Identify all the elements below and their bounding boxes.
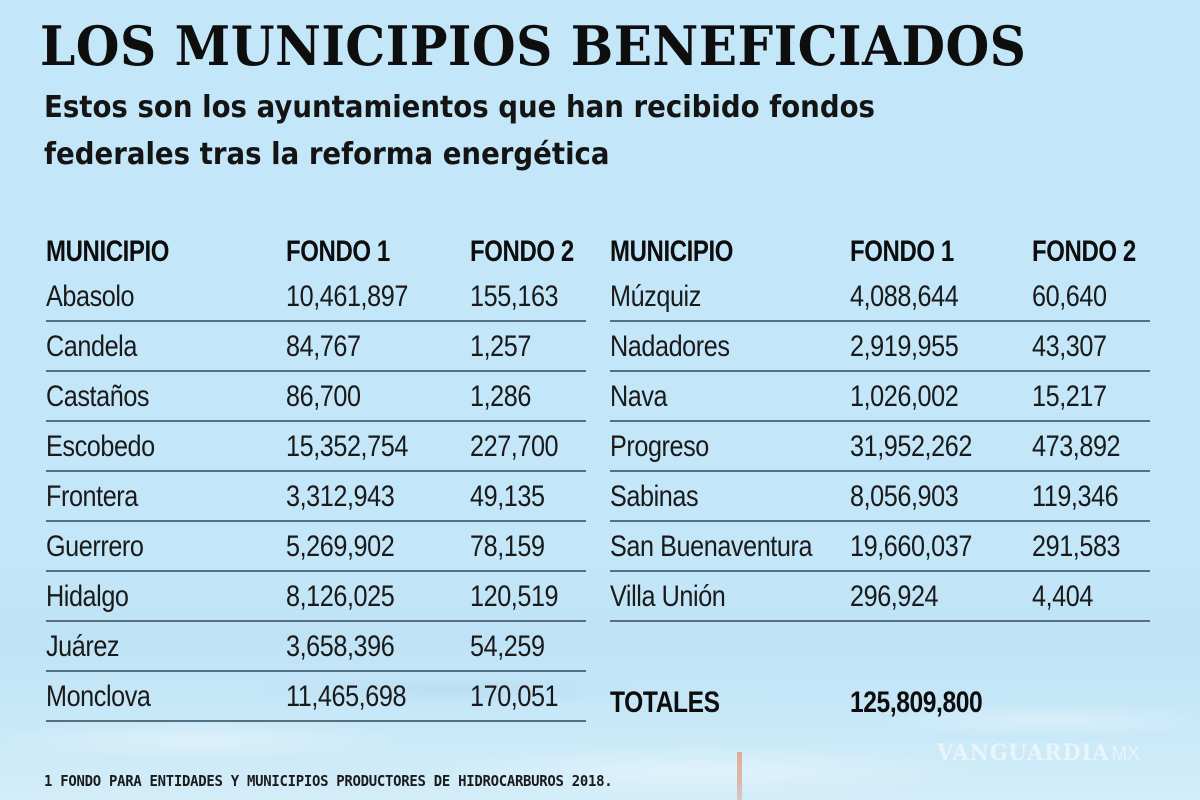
column-header-fondo2: FONDO 2 bbox=[1032, 235, 1136, 268]
municipio-name: San Buenaventura bbox=[610, 530, 813, 563]
municipio-name: Abasolo bbox=[46, 280, 135, 313]
table-row: Frontera 3,312,943 49,135 bbox=[46, 472, 586, 522]
fondo2-value: 54,259 bbox=[470, 630, 545, 663]
municipio-name: Múzquiz bbox=[610, 280, 701, 313]
fondo1-value: 11,465,698 bbox=[286, 680, 407, 713]
watermark-suffix: MX bbox=[1111, 743, 1140, 765]
fondo1-value: 3,658,396 bbox=[286, 630, 395, 663]
fondo2-value: 120,519 bbox=[470, 580, 559, 613]
fondo1-value: 3,312,943 bbox=[286, 480, 395, 513]
table-row: Abasolo 10,461,897 155,163 bbox=[46, 272, 586, 322]
totals-row: TOTALES 125,809,800 bbox=[610, 680, 1150, 730]
page-title: LOS MUNICIPIOS BENEFICIADOS bbox=[40, 14, 1027, 78]
table-row: Candela 84,767 1,257 bbox=[46, 322, 586, 372]
column-header-fondo1: FONDO 1 bbox=[850, 235, 954, 268]
table-row: Hidalgo 8,126,025 120,519 bbox=[46, 572, 586, 622]
municipio-name: Nadadores bbox=[610, 330, 730, 363]
municipio-name: Castaños bbox=[46, 380, 150, 413]
table-row: Guerrero 5,269,902 78,159 bbox=[46, 522, 586, 572]
table-row: Nava 1,026,002 15,217 bbox=[610, 372, 1150, 422]
municipio-name: Frontera bbox=[46, 480, 138, 513]
column-header-municipio: MUNICIPIO bbox=[610, 235, 734, 268]
table-row: Progreso 31,952,262 473,892 bbox=[610, 422, 1150, 472]
fondo1-value: 296,924 bbox=[850, 580, 939, 613]
fondo2-value: 1,286 bbox=[470, 380, 531, 413]
municipio-name: Villa Unión bbox=[610, 580, 726, 613]
fondo1-value: 19,660,037 bbox=[850, 530, 972, 563]
fondo2-value: 1,257 bbox=[470, 330, 531, 363]
fondo2-value: 473,892 bbox=[1032, 430, 1121, 463]
municipio-name: Progreso bbox=[610, 430, 709, 463]
table-header-row: MUNICIPIO FONDO 1 FONDO 2 bbox=[610, 232, 1150, 272]
fondo1-value: 86,700 bbox=[286, 380, 361, 413]
fondo2-value: 155,163 bbox=[470, 280, 559, 313]
watermark-brand: VANGUARDIA bbox=[937, 740, 1110, 766]
table-header-row: MUNICIPIO FONDO 1 FONDO 2 bbox=[46, 232, 586, 272]
antenna-tower-image bbox=[737, 752, 742, 800]
table-row: Juárez 3,658,396 54,259 bbox=[46, 622, 586, 672]
column-header-fondo1: FONDO 1 bbox=[286, 235, 390, 268]
municipio-name: Guerrero bbox=[46, 530, 144, 563]
fondo2-value: 291,583 bbox=[1032, 530, 1121, 563]
fondo2-value: 60,640 bbox=[1032, 280, 1107, 313]
subtitle-line-2: federales tras la reforma energética bbox=[44, 137, 610, 172]
municipios-table-left: MUNICIPIO FONDO 1 FONDO 2 Abasolo 10,461… bbox=[46, 232, 586, 722]
column-header-municipio: MUNICIPIO bbox=[46, 235, 170, 268]
fondo2-value: 4,404 bbox=[1032, 580, 1093, 613]
municipio-name: Monclova bbox=[46, 680, 151, 713]
fondo2-value: 43,307 bbox=[1032, 330, 1107, 363]
fondo2-value: 170,051 bbox=[470, 680, 559, 713]
table-row: Escobedo 15,352,754 227,700 bbox=[46, 422, 586, 472]
fondo2-value: 49,135 bbox=[470, 480, 545, 513]
table-row: Castaños 86,700 1,286 bbox=[46, 372, 586, 422]
fondo1-value: 8,126,025 bbox=[286, 580, 395, 613]
fondo1-value: 15,352,754 bbox=[286, 430, 408, 463]
fondo1-value: 1,026,002 bbox=[850, 380, 959, 413]
totals-label: TOTALES bbox=[610, 686, 720, 719]
fondo1-value: 31,952,262 bbox=[850, 430, 972, 463]
municipios-table-right: MUNICIPIO FONDO 1 FONDO 2 Múzquiz 4,088,… bbox=[610, 232, 1150, 622]
vanguardia-watermark-logo: VANGUARDIAMX bbox=[937, 740, 1140, 766]
fondo1-value: 84,767 bbox=[286, 330, 361, 363]
subtitle-line-1: Estos son los ayuntamientos que han reci… bbox=[44, 90, 875, 125]
fondo2-value: 78,159 bbox=[470, 530, 545, 563]
table-row: Múzquiz 4,088,644 60,640 bbox=[610, 272, 1150, 322]
fondo1-value: 2,919,955 bbox=[850, 330, 959, 363]
column-header-fondo2: FONDO 2 bbox=[470, 235, 574, 268]
table-row: Villa Unión 296,924 4,404 bbox=[610, 572, 1150, 622]
municipio-name: Hidalgo bbox=[46, 580, 129, 613]
table-row: Monclova 11,465,698 170,051 bbox=[46, 672, 586, 722]
fondo1-value: 10,461,897 bbox=[286, 280, 408, 313]
table-row: Nadadores 2,919,955 43,307 bbox=[610, 322, 1150, 372]
footnote: 1 FONDO PARA ENTIDADES Y MUNICIPIOS PROD… bbox=[44, 772, 613, 790]
municipio-name: Juárez bbox=[46, 630, 120, 663]
municipio-name: Nava bbox=[610, 380, 668, 413]
page-subtitle: Estos son los ayuntamientos que han reci… bbox=[44, 84, 964, 178]
municipio-name: Sabinas bbox=[610, 480, 699, 513]
municipio-name: Escobedo bbox=[46, 430, 155, 463]
table-row: San Buenaventura 19,660,037 291,583 bbox=[610, 522, 1150, 572]
fondo2-value: 119,346 bbox=[1032, 480, 1119, 513]
fondo2-value: 227,700 bbox=[470, 430, 559, 463]
fondo1-value: 8,056,903 bbox=[850, 480, 959, 513]
fondo1-value: 4,088,644 bbox=[850, 280, 959, 313]
table-row: Sabinas 8,056,903 119,346 bbox=[610, 472, 1150, 522]
municipio-name: Candela bbox=[46, 330, 137, 363]
fondo1-value: 5,269,902 bbox=[286, 530, 395, 563]
fondo2-value: 15,217 bbox=[1032, 380, 1107, 413]
totals-value: 125,809,800 bbox=[850, 686, 983, 719]
